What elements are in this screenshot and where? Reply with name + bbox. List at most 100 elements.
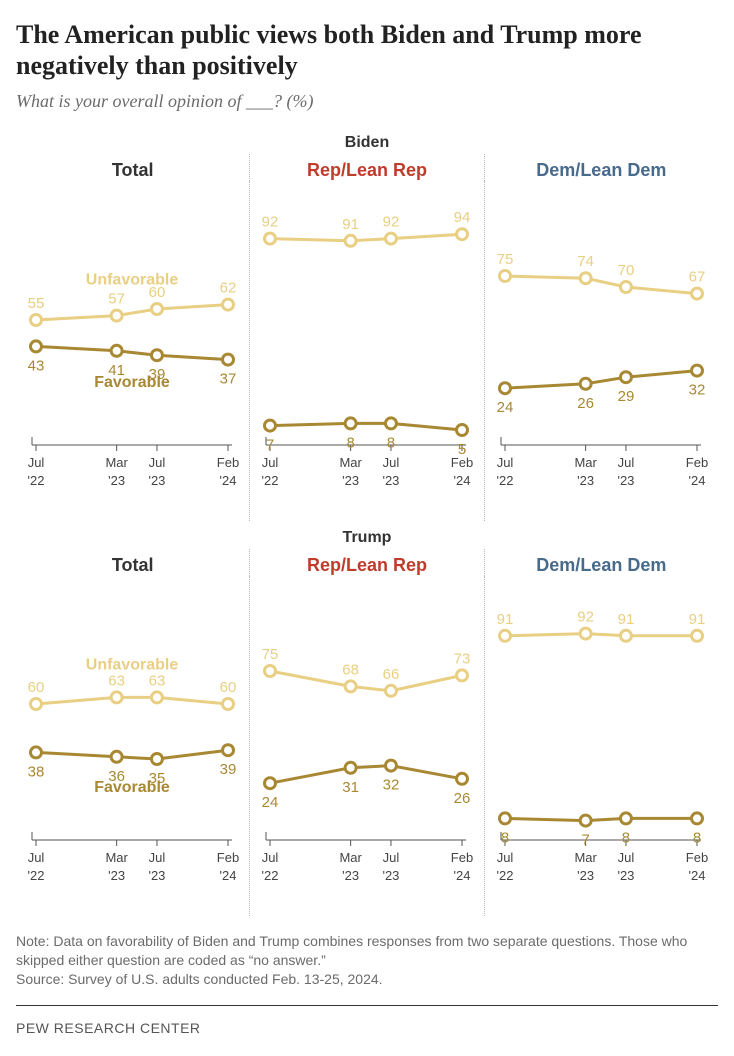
svg-text:Jul: Jul bbox=[149, 455, 166, 470]
svg-text:91: 91 bbox=[496, 611, 513, 628]
svg-text:26: 26 bbox=[454, 790, 471, 807]
svg-text:68: 68 bbox=[343, 662, 360, 679]
svg-text:'22: '22 bbox=[262, 473, 279, 488]
svg-text:32: 32 bbox=[383, 777, 400, 794]
chart-panel: Jul'22Mar'23Jul'23Feb'242431322675686673 bbox=[249, 576, 483, 916]
svg-text:Mar: Mar bbox=[105, 455, 128, 470]
svg-text:'24: '24 bbox=[688, 868, 705, 883]
svg-text:Unfavorable: Unfavorable bbox=[86, 657, 179, 674]
svg-text:'23: '23 bbox=[108, 868, 125, 883]
chart-panel: Jul'22Mar'23Jul'23Feb'245557606243413937… bbox=[16, 181, 249, 521]
svg-text:55: 55 bbox=[28, 295, 45, 312]
svg-text:91: 91 bbox=[617, 611, 634, 628]
svg-text:74: 74 bbox=[577, 254, 594, 271]
svg-text:94: 94 bbox=[454, 210, 471, 227]
svg-text:Mar: Mar bbox=[574, 850, 597, 865]
svg-text:7: 7 bbox=[266, 437, 274, 454]
source-org: PEW RESEARCH CENTER bbox=[16, 1020, 718, 1036]
svg-text:7: 7 bbox=[581, 832, 589, 849]
svg-text:'23: '23 bbox=[342, 868, 359, 883]
svg-text:Favorable: Favorable bbox=[94, 779, 170, 796]
svg-text:60: 60 bbox=[28, 679, 45, 696]
note-line-2: Source: Survey of U.S. adults conducted … bbox=[16, 971, 383, 987]
chart-panel: Jul'22Mar'23Jul'23Feb'246063636038363539… bbox=[16, 576, 249, 916]
chart-panel: Jul'22Mar'23Jul'23Feb'24929192947885 bbox=[249, 181, 483, 521]
svg-text:38: 38 bbox=[28, 764, 45, 781]
row-label: Trump bbox=[16, 529, 718, 547]
chart-body: BidenTotalRep/Lean RepDem/Lean DemJul'22… bbox=[16, 134, 718, 916]
svg-text:'23: '23 bbox=[577, 868, 594, 883]
svg-text:Jul: Jul bbox=[149, 850, 166, 865]
svg-text:'24: '24 bbox=[688, 473, 705, 488]
svg-text:'22: '22 bbox=[496, 473, 513, 488]
svg-text:67: 67 bbox=[688, 269, 705, 286]
svg-text:'23: '23 bbox=[383, 473, 400, 488]
svg-text:70: 70 bbox=[617, 262, 634, 279]
svg-text:5: 5 bbox=[458, 441, 466, 458]
svg-text:Jul: Jul bbox=[496, 850, 513, 865]
svg-text:Mar: Mar bbox=[340, 850, 363, 865]
column-title: Total bbox=[16, 154, 249, 181]
svg-text:Mar: Mar bbox=[105, 850, 128, 865]
panel-svg: Jul'22Mar'23Jul'23Feb'242431322675686673 bbox=[250, 576, 482, 916]
svg-text:'24: '24 bbox=[454, 868, 471, 883]
svg-text:37: 37 bbox=[220, 371, 237, 388]
svg-text:91: 91 bbox=[688, 611, 705, 628]
svg-text:92: 92 bbox=[262, 214, 279, 231]
svg-text:'22: '22 bbox=[262, 868, 279, 883]
svg-text:'24: '24 bbox=[220, 868, 237, 883]
chart-title: The American public views both Biden and… bbox=[16, 20, 718, 81]
svg-text:'22: '22 bbox=[496, 868, 513, 883]
column-header: Total bbox=[16, 154, 249, 181]
chart-note: Note: Data on favorability of Biden and … bbox=[16, 932, 718, 1006]
svg-text:32: 32 bbox=[688, 382, 705, 399]
svg-text:Jul: Jul bbox=[383, 455, 400, 470]
column-header: Rep/Lean Rep bbox=[249, 154, 483, 181]
panel-svg: Jul'22Mar'23Jul'23Feb'246063636038363539… bbox=[16, 576, 248, 916]
column-header: Total bbox=[16, 549, 249, 576]
column-header: Dem/Lean Dem bbox=[484, 154, 718, 181]
svg-text:'23: '23 bbox=[383, 868, 400, 883]
svg-text:8: 8 bbox=[621, 830, 629, 847]
svg-text:Jul: Jul bbox=[262, 850, 279, 865]
svg-text:8: 8 bbox=[387, 435, 395, 452]
note-line-1: Note: Data on favorability of Biden and … bbox=[16, 933, 687, 968]
svg-text:75: 75 bbox=[496, 251, 513, 268]
svg-text:60: 60 bbox=[220, 679, 237, 696]
svg-text:Jul: Jul bbox=[496, 455, 513, 470]
svg-text:Jul: Jul bbox=[28, 455, 45, 470]
svg-text:'22: '22 bbox=[28, 473, 45, 488]
svg-text:24: 24 bbox=[496, 400, 513, 417]
svg-text:'23: '23 bbox=[148, 473, 165, 488]
svg-text:Feb: Feb bbox=[217, 850, 239, 865]
panel-svg: Jul'22Mar'23Jul'23Feb'242426293275747067 bbox=[485, 181, 717, 521]
svg-text:'22: '22 bbox=[28, 868, 45, 883]
svg-text:'24: '24 bbox=[454, 473, 471, 488]
column-title: Dem/Lean Dem bbox=[485, 154, 718, 181]
svg-text:Feb: Feb bbox=[685, 850, 707, 865]
svg-text:73: 73 bbox=[454, 651, 471, 668]
svg-text:Jul: Jul bbox=[383, 850, 400, 865]
svg-text:62: 62 bbox=[220, 280, 237, 297]
svg-text:39: 39 bbox=[220, 762, 237, 779]
column-header: Dem/Lean Dem bbox=[484, 549, 718, 576]
panel-svg: Jul'22Mar'23Jul'23Feb'245557606243413937… bbox=[16, 181, 248, 521]
svg-text:63: 63 bbox=[149, 673, 166, 690]
column-header: Rep/Lean Rep bbox=[249, 549, 483, 576]
svg-text:'24: '24 bbox=[220, 473, 237, 488]
svg-text:43: 43 bbox=[28, 358, 45, 375]
svg-text:'23: '23 bbox=[617, 473, 634, 488]
column-title: Dem/Lean Dem bbox=[485, 549, 718, 576]
svg-text:8: 8 bbox=[500, 830, 508, 847]
svg-text:Mar: Mar bbox=[340, 455, 363, 470]
chart-panel: Jul'22Mar'23Jul'23Feb'242426293275747067 bbox=[484, 181, 718, 521]
plot-row: Jul'22Mar'23Jul'23Feb'245557606243413937… bbox=[16, 181, 718, 521]
svg-text:'23: '23 bbox=[617, 868, 634, 883]
svg-text:Jul: Jul bbox=[617, 455, 634, 470]
svg-text:92: 92 bbox=[383, 214, 400, 231]
svg-text:Mar: Mar bbox=[574, 455, 597, 470]
svg-text:91: 91 bbox=[343, 216, 360, 233]
svg-text:'23: '23 bbox=[342, 473, 359, 488]
svg-text:31: 31 bbox=[343, 779, 360, 796]
svg-text:'23: '23 bbox=[148, 868, 165, 883]
